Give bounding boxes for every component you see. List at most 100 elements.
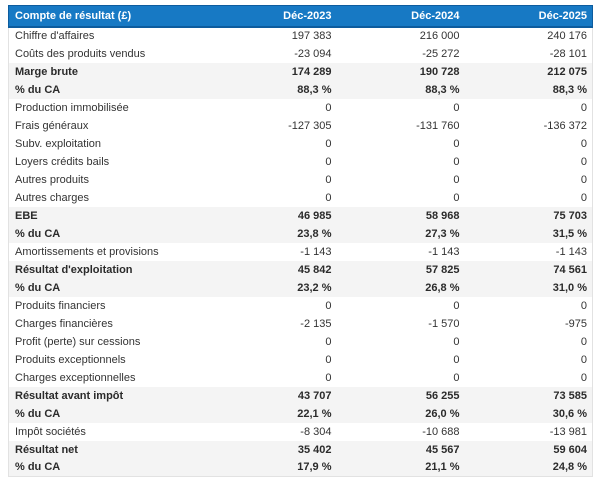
- table-row: Impôt sociétés -8 304 -10 688 -13 981: [9, 423, 593, 441]
- header-col-dec-2025: Déc-2025: [464, 5, 593, 28]
- row-value: 0: [325, 155, 332, 168]
- row-value: -975: [564, 317, 587, 330]
- row-value: 0: [580, 335, 587, 348]
- row-label: Chiffre d'affaires: [15, 30, 95, 42]
- row-label: Subv. exploitation: [15, 137, 102, 150]
- row-value: 0: [453, 101, 460, 114]
- row-label: Charges financières: [15, 317, 113, 330]
- row-label: Résultat d'exploitation: [8, 260, 209, 279]
- table-row: % du CA 23,8 % 27,3 % 31,5 %: [8, 224, 593, 243]
- row-value: 26,0 %: [336, 404, 465, 423]
- row-value: 174 289: [208, 62, 337, 81]
- row-value: -2 135: [300, 317, 332, 330]
- table-row: Résultat avant impôt 43 707 56 255 73 58…: [8, 386, 593, 405]
- table-row: Charges financières -2 135 -1 570 -975: [9, 315, 593, 333]
- table-row: Amortissements et provisions -1 143 -1 1…: [9, 243, 593, 261]
- income-statement-table: Compte de résultat (£) Déc-2023 Déc-2024…: [8, 5, 593, 477]
- row-label: % du CA: [8, 80, 209, 99]
- row-value: 21,1 %: [336, 458, 465, 477]
- row-value: 0: [453, 335, 460, 348]
- row-value: 0: [325, 353, 332, 366]
- row-label: Charges exceptionnelles: [15, 371, 136, 384]
- row-value: 0: [580, 191, 587, 204]
- row-value: 88,3 %: [464, 80, 593, 99]
- row-value: 17,9 %: [208, 458, 337, 477]
- row-label: Résultat avant impôt: [8, 386, 209, 405]
- row-value: 35 402: [208, 440, 337, 459]
- table-body: Chiffre d'affaires 197 383 216 000 240 1…: [8, 27, 593, 477]
- row-value: -23 094: [294, 47, 332, 60]
- row-value: 24,8 %: [464, 458, 593, 477]
- row-label: Autres charges: [15, 191, 89, 204]
- row-value: 197 383: [291, 30, 332, 42]
- row-value: 0: [453, 299, 460, 312]
- row-value: 56 255: [336, 386, 465, 405]
- row-value: -131 760: [416, 119, 460, 132]
- row-value: -127 305: [288, 119, 332, 132]
- table-row: % du CA 23,2 % 26,8 % 31,0 %: [8, 278, 593, 297]
- row-value: -8 304: [300, 425, 332, 438]
- row-value: -13 981: [549, 425, 587, 438]
- row-value: 0: [325, 299, 332, 312]
- row-value: -25 272: [422, 47, 460, 60]
- row-label: Marge brute: [8, 62, 209, 81]
- row-value: 45 567: [336, 440, 465, 459]
- row-value: 0: [325, 335, 332, 348]
- row-value: 0: [453, 173, 460, 186]
- row-value: 59 604: [464, 440, 593, 459]
- row-value: 0: [580, 101, 587, 114]
- row-value: 0: [453, 137, 460, 150]
- table-row: Charges exceptionnelles 0 0 0: [9, 369, 593, 387]
- table-row: Coûts des produits vendus -23 094 -25 27…: [9, 45, 593, 63]
- row-value: 0: [580, 353, 587, 366]
- row-value: 0: [580, 173, 587, 186]
- row-label: Coûts des produits vendus: [15, 47, 146, 60]
- row-value: -1 570: [428, 317, 460, 330]
- row-label: Production immobilisée: [15, 101, 129, 114]
- row-value: 30,6 %: [464, 404, 593, 423]
- table-row: Production immobilisée 0 0 0: [9, 99, 593, 117]
- table-row: Chiffre d'affaires 197 383 216 000 240 1…: [9, 27, 593, 45]
- row-label: Frais généraux: [15, 119, 89, 132]
- table-row: Autres charges 0 0 0: [9, 189, 593, 207]
- row-label: Amortissements et provisions: [15, 245, 159, 258]
- table-row: Subv. exploitation 0 0 0: [9, 135, 593, 153]
- row-value: 0: [325, 371, 332, 384]
- row-value: 73 585: [464, 386, 593, 405]
- table-row: % du CA 17,9 % 21,1 % 24,8 %: [8, 458, 593, 477]
- row-value: 31,5 %: [464, 224, 593, 243]
- row-value: 88,3 %: [208, 80, 337, 99]
- table-row: Profit (perte) sur cessions 0 0 0: [9, 333, 593, 351]
- row-value: 58 968: [336, 206, 465, 225]
- row-label: % du CA: [8, 278, 209, 297]
- header-title: Compte de résultat (£): [8, 5, 209, 28]
- row-value: 216 000: [419, 30, 460, 42]
- row-value: 0: [580, 299, 587, 312]
- table-row: Loyers crédits bails 0 0 0: [9, 153, 593, 171]
- row-label: % du CA: [8, 224, 209, 243]
- row-value: 190 728: [336, 62, 465, 81]
- header-row: Compte de résultat (£) Déc-2023 Déc-2024…: [8, 5, 593, 28]
- row-value: 0: [580, 155, 587, 168]
- row-value: -1 143: [300, 245, 332, 258]
- row-value: 0: [580, 137, 587, 150]
- row-value: 23,2 %: [208, 278, 337, 297]
- row-value: 0: [325, 191, 332, 204]
- row-value: 23,8 %: [208, 224, 337, 243]
- row-value: 31,0 %: [464, 278, 593, 297]
- table-row: % du CA 88,3 % 88,3 % 88,3 %: [8, 80, 593, 99]
- row-value: -1 143: [555, 245, 587, 258]
- row-label: Loyers crédits bails: [15, 155, 110, 168]
- row-value: -28 101: [549, 47, 587, 60]
- row-value: 0: [453, 155, 460, 168]
- table-row: Marge brute 174 289 190 728 212 075: [8, 62, 593, 81]
- table-row: Produits financiers 0 0 0: [9, 297, 593, 315]
- row-value: 75 703: [464, 206, 593, 225]
- row-label: EBE: [8, 206, 209, 225]
- table-row: EBE 46 985 58 968 75 703: [8, 206, 593, 225]
- header-col-dec-2024: Déc-2024: [336, 5, 465, 28]
- row-value: 0: [325, 173, 332, 186]
- row-value: 88,3 %: [336, 80, 465, 99]
- table-row: Résultat d'exploitation 45 842 57 825 74…: [8, 260, 593, 279]
- table-header: Compte de résultat (£) Déc-2023 Déc-2024…: [8, 5, 593, 28]
